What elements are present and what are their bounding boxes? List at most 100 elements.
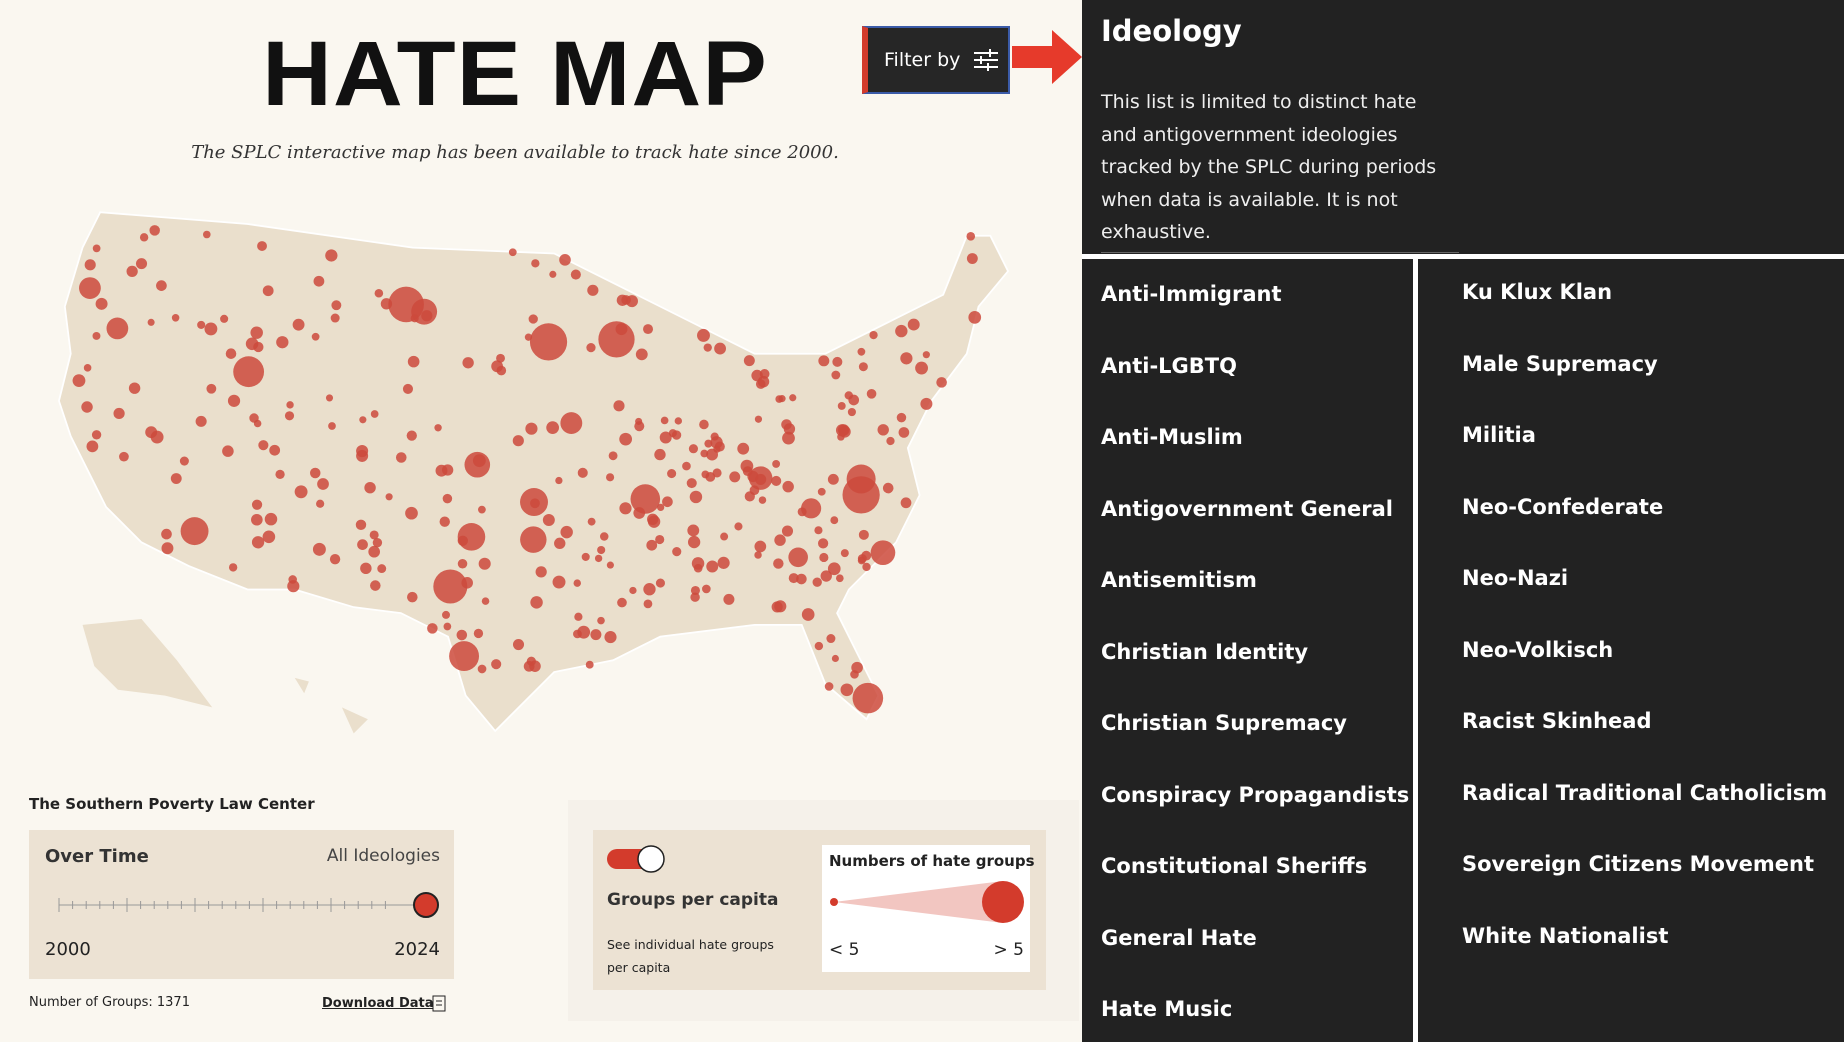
group-dot[interactable]	[706, 560, 719, 573]
group-dot[interactable]	[377, 564, 387, 574]
group-dot[interactable]	[150, 430, 164, 444]
group-dot[interactable]	[262, 285, 274, 297]
group-dot[interactable]	[433, 569, 468, 604]
group-dot[interactable]	[312, 542, 326, 556]
group-dot[interactable]	[717, 556, 730, 569]
group-dot[interactable]	[478, 505, 486, 514]
group-dot[interactable]	[705, 472, 716, 482]
group-dot[interactable]	[774, 534, 786, 546]
group-dot[interactable]	[170, 473, 182, 484]
group-dot[interactable]	[655, 534, 665, 545]
group-dot[interactable]	[372, 537, 383, 548]
group-dot[interactable]	[535, 566, 547, 578]
ideology-option[interactable]: Radical Traditional Catholicism	[1462, 780, 1828, 805]
group-dot[interactable]	[113, 407, 125, 420]
group-dot[interactable]	[126, 265, 138, 278]
group-dot[interactable]	[729, 471, 741, 483]
group-dot[interactable]	[364, 482, 376, 494]
group-dot[interactable]	[604, 631, 617, 644]
group-dot[interactable]	[81, 401, 93, 413]
group-dot[interactable]	[457, 535, 468, 546]
group-dot[interactable]	[781, 525, 794, 537]
group-dot[interactable]	[907, 318, 920, 331]
group-dot[interactable]	[723, 593, 735, 605]
group-dot[interactable]	[877, 424, 889, 436]
group-dot[interactable]	[789, 394, 797, 402]
group-dot[interactable]	[754, 551, 762, 559]
group-dot[interactable]	[512, 638, 525, 651]
group-dot[interactable]	[508, 248, 517, 257]
group-dot[interactable]	[643, 324, 654, 335]
group-dot[interactable]	[570, 269, 581, 280]
group-dot[interactable]	[857, 556, 866, 565]
group-dot[interactable]	[772, 460, 781, 468]
group-dot[interactable]	[852, 682, 884, 714]
group-dot[interactable]	[251, 536, 265, 549]
group-dot[interactable]	[827, 562, 841, 576]
group-dot[interactable]	[119, 451, 129, 462]
group-dot[interactable]	[427, 623, 438, 634]
group-dot[interactable]	[587, 284, 599, 296]
group-dot[interactable]	[837, 401, 846, 410]
ideology-option[interactable]: Sovereign Citizens Movement	[1462, 852, 1815, 876]
group-dot[interactable]	[831, 654, 839, 662]
group-dot[interactable]	[139, 233, 149, 242]
group-dot[interactable]	[477, 664, 487, 674]
group-dot[interactable]	[478, 557, 491, 570]
group-dot[interactable]	[594, 554, 603, 563]
group-dot[interactable]	[204, 322, 218, 336]
group-dot[interactable]	[625, 295, 638, 308]
group-dot[interactable]	[788, 547, 808, 568]
group-dot[interactable]	[713, 445, 721, 453]
group-dot[interactable]	[896, 412, 907, 423]
download-icon[interactable]	[432, 995, 446, 1012]
group-dot[interactable]	[832, 356, 843, 367]
group-dot[interactable]	[560, 525, 573, 539]
group-dot[interactable]	[754, 415, 763, 423]
group-dot[interactable]	[86, 440, 99, 453]
group-dot[interactable]	[774, 600, 787, 613]
group-dot[interactable]	[325, 394, 334, 402]
ideology-option[interactable]: Ku Klux Klan	[1462, 280, 1613, 304]
group-dot[interactable]	[749, 485, 760, 496]
group-dot[interactable]	[704, 439, 713, 448]
group-dot[interactable]	[817, 538, 829, 549]
group-dot[interactable]	[311, 332, 320, 341]
ideology-option[interactable]: Anti-Immigrant	[1101, 282, 1282, 306]
group-dot[interactable]	[848, 394, 860, 406]
filter-button[interactable]: Filter by	[862, 26, 1010, 94]
ideology-option[interactable]: Hate Music	[1101, 997, 1233, 1021]
group-dot[interactable]	[449, 641, 480, 672]
group-dot[interactable]	[276, 336, 289, 349]
group-dot[interactable]	[222, 445, 234, 457]
group-dot[interactable]	[608, 451, 618, 461]
group-dot[interactable]	[748, 466, 773, 490]
group-dot[interactable]	[782, 480, 794, 493]
group-dot[interactable]	[619, 502, 632, 515]
group-dot[interactable]	[161, 528, 172, 540]
group-dot[interactable]	[554, 537, 566, 550]
group-dot[interactable]	[826, 634, 836, 644]
group-dot[interactable]	[646, 539, 658, 551]
group-dot[interactable]	[496, 365, 507, 376]
group-dot[interactable]	[262, 530, 276, 544]
group-dot[interactable]	[801, 608, 815, 621]
group-dot[interactable]	[439, 516, 450, 527]
group-dot[interactable]	[529, 323, 568, 361]
group-dot[interactable]	[629, 586, 637, 595]
group-dot[interactable]	[797, 507, 807, 517]
group-dot[interactable]	[359, 416, 367, 424]
group-dot[interactable]	[597, 545, 606, 555]
group-dot[interactable]	[530, 596, 543, 609]
group-dot[interactable]	[754, 540, 767, 553]
group-dot[interactable]	[857, 347, 866, 356]
group-dot[interactable]	[249, 413, 259, 423]
group-dot[interactable]	[690, 592, 700, 602]
group-dot[interactable]	[156, 280, 167, 291]
group-dot[interactable]	[549, 270, 557, 278]
group-dot[interactable]	[840, 549, 849, 558]
group-dot[interactable]	[689, 490, 703, 504]
group-dot[interactable]	[331, 300, 342, 311]
group-dot[interactable]	[737, 442, 750, 455]
group-dot[interactable]	[847, 407, 856, 417]
